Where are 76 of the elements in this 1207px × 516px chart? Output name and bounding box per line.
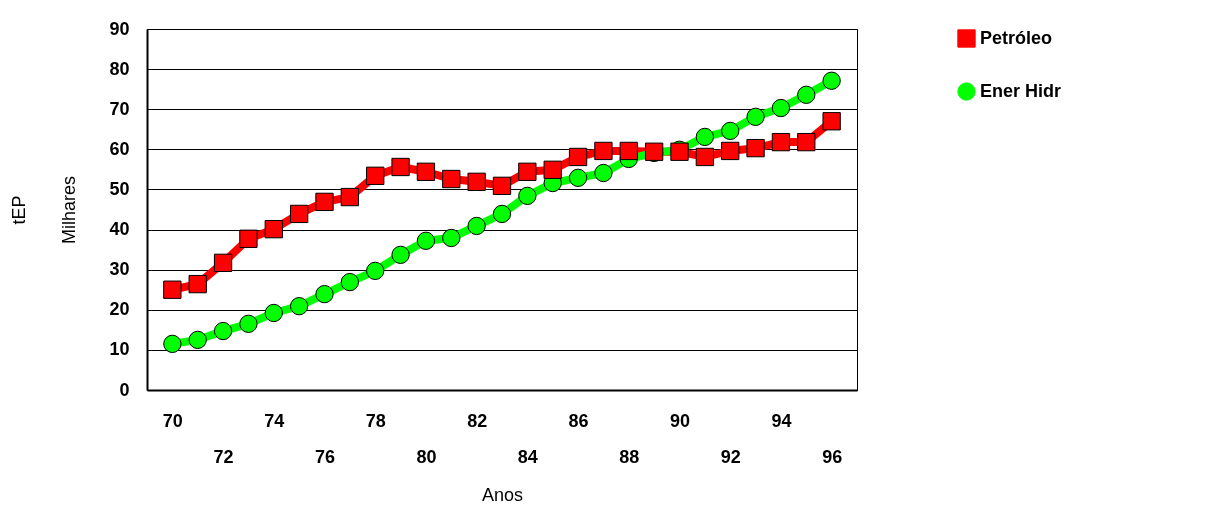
point: [188, 330, 207, 349]
point: [163, 334, 182, 354]
y-tick-label: 50: [109, 178, 130, 199]
point: [797, 132, 816, 152]
point: [213, 321, 233, 341]
point: [366, 166, 385, 185]
x-tick-label: 70: [162, 410, 183, 431]
legend-label: Ener Hidr: [980, 80, 1062, 101]
x-tick-label: 88: [619, 446, 640, 467]
point: [289, 204, 309, 224]
point: [594, 141, 613, 161]
x-tick-label: 76: [314, 446, 336, 467]
x-tick-label: 84: [517, 446, 538, 467]
point: [188, 274, 207, 294]
x-tick-label: 92: [720, 446, 741, 467]
point: [442, 169, 461, 189]
x-tick-label: 74: [264, 410, 285, 431]
x-tick-label: 82: [467, 410, 488, 431]
point: [568, 168, 588, 187]
point: [340, 187, 360, 207]
point: [391, 245, 410, 264]
x-tick-label: 80: [416, 446, 437, 467]
point: [315, 284, 334, 304]
point: [822, 71, 841, 90]
point: [467, 216, 486, 236]
x-tick-label: 90: [669, 410, 691, 431]
point: [746, 138, 765, 158]
point: [492, 204, 512, 224]
point: [543, 160, 562, 179]
y-tick-label: 20: [109, 299, 130, 320]
point: [264, 219, 283, 239]
y-tick-label: 80: [109, 58, 130, 79]
point: [568, 147, 588, 167]
point: [822, 112, 841, 131]
point: [264, 303, 283, 323]
x-tick-label: 72: [213, 446, 234, 467]
y-tick-label: 60: [109, 138, 130, 159]
y-tick-label: 90: [109, 18, 130, 39]
point: [289, 297, 309, 316]
point: [518, 186, 537, 206]
point: [467, 172, 486, 191]
legend-label: Petróleo: [980, 27, 1053, 48]
point: [721, 121, 740, 141]
y-tick-label: 0: [119, 379, 130, 400]
x-axis-title: Anos: [481, 484, 524, 505]
point: [619, 141, 638, 161]
point: [315, 192, 334, 212]
point: [442, 228, 461, 248]
x-tick-label: 94: [771, 410, 792, 431]
text: tEP Milhares: [9, 175, 80, 245]
point: [239, 229, 258, 248]
point: [213, 253, 233, 273]
y-tick-label: 40: [109, 219, 130, 240]
point: [391, 157, 410, 177]
point: [594, 163, 613, 183]
y-tick-label: 30: [109, 259, 130, 280]
point: [746, 107, 765, 126]
point: [518, 162, 537, 181]
x-tick-label: 86: [568, 410, 589, 431]
point: [771, 98, 791, 118]
point: [695, 127, 715, 147]
point: [797, 85, 816, 104]
point: [695, 147, 715, 167]
point: [771, 132, 791, 152]
point: [416, 231, 436, 250]
point: [340, 272, 360, 292]
point: [416, 162, 436, 181]
point: [163, 280, 182, 299]
point: [239, 314, 258, 333]
point: [492, 176, 512, 195]
y-tick-label: 10: [109, 339, 130, 360]
x-tick-label: 96: [822, 446, 843, 467]
y-tick-label: 70: [109, 98, 130, 119]
point: [721, 141, 740, 161]
x-tick-label: 78: [365, 410, 386, 431]
point: [366, 261, 385, 281]
